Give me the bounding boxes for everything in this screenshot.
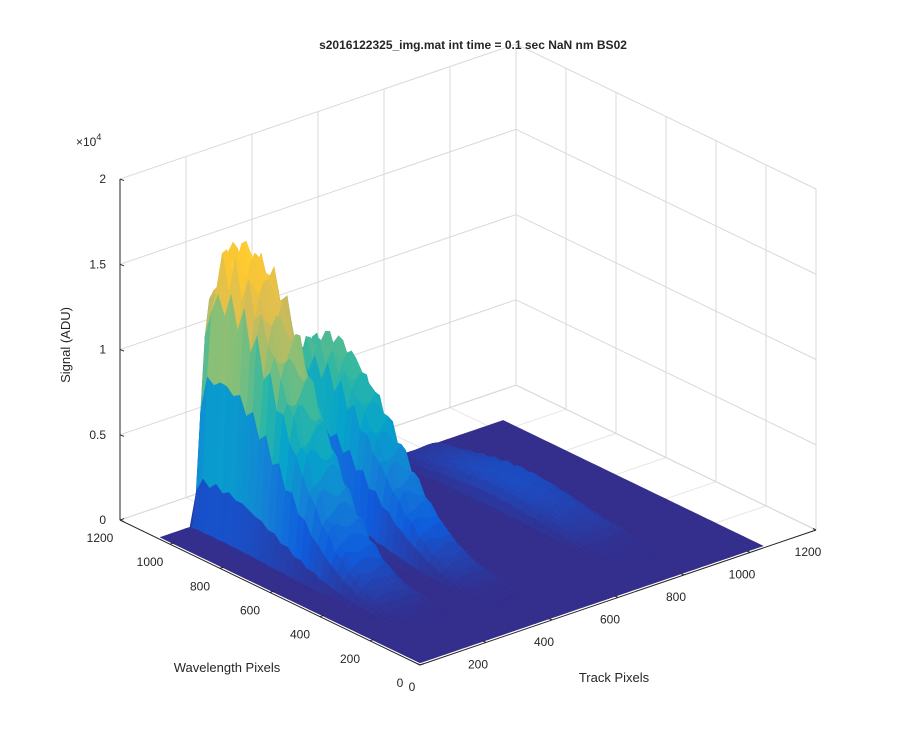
surface-mesh [159,240,764,664]
z-tick-label: 0 [99,513,106,527]
chart-title: s2016122325_img.mat int time = 0.1 sec N… [319,38,627,52]
y-tick-label: 0 [397,676,404,690]
y-axis-label: Wavelength Pixels [174,660,281,675]
y-tick-label: 1200 [87,531,114,545]
z-exponent-power: 4 [96,132,101,142]
z-tick-label: 1.5 [89,257,106,271]
x-tick-mark [548,618,553,621]
z-exponent-base: ×10 [76,135,97,149]
z-tick-mark [119,434,125,437]
grid-line [515,128,817,275]
x-tick-label: 1000 [729,568,756,582]
z-tick-label: 1 [99,343,106,357]
grid-line [119,214,517,351]
z-tick-label: 2 [99,172,106,186]
z-tick-label: 0.5 [89,428,106,442]
z-tick-mark [119,263,125,267]
grid-line [515,214,817,360]
grid-line [515,43,817,190]
x-axis-label: Track Pixels [579,670,650,685]
x-tick-label: 1200 [795,545,822,559]
z-tick-mark [119,349,125,352]
z-exponent-label: ×104 [76,132,101,149]
axes-frame [119,178,817,666]
grid-line [119,43,517,180]
x-tick-mark [746,550,751,553]
grid-line [515,384,817,531]
x-tick-label: 200 [468,658,488,672]
x-tick-mark [812,528,817,531]
y-tick-mark [369,638,375,642]
y-tick-mark [219,566,225,569]
y-tick-label: 1000 [137,555,164,569]
y-tick-label: 800 [190,579,210,593]
y-tick-mark [269,590,275,593]
x-tick-label: 400 [534,635,554,649]
grid-line [515,299,817,446]
x-tick-label: 0 [409,680,416,694]
surface-patch [412,658,425,664]
x-tick-label: 800 [666,590,686,604]
y-tick-mark [319,614,325,618]
y-tick-label: 200 [340,652,360,666]
y-tick-label: 400 [290,628,310,642]
z-tick-mark [119,178,125,182]
x-tick-mark [416,663,421,666]
y-tick-mark [169,542,175,545]
x-tick-mark [614,595,619,598]
grid-line [119,128,517,265]
z-tick-mark [119,519,125,523]
y-tick-label: 600 [240,604,260,618]
x-tick-mark [680,573,685,576]
tick-labels: 0200400600800100012000200400600800100012… [87,172,822,694]
x-tick-label: 600 [600,613,620,627]
z-axis-label: Signal (ADU) [58,307,73,383]
x-tick-mark [482,640,487,643]
y-tick-mark [419,663,425,666]
